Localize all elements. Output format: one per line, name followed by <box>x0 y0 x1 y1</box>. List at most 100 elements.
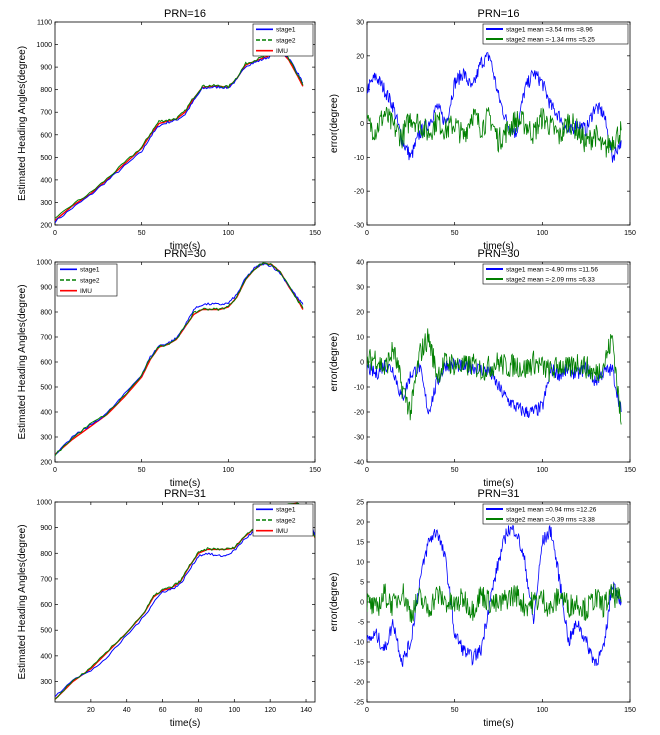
x-tick-label: 40 <box>123 707 131 714</box>
y-tick-label: 15 <box>356 540 364 547</box>
y-tick-label: 0 <box>360 121 364 128</box>
y-tick-label: 0 <box>360 360 364 367</box>
x-axis-label: time(s) <box>483 241 514 252</box>
y-axis-label: error(degree) <box>329 573 340 632</box>
y-tick-label: 400 <box>40 177 52 184</box>
y-tick-label: 0 <box>360 600 364 607</box>
x-tick-label: 140 <box>300 707 312 714</box>
y-tick-label: 1000 <box>36 500 52 507</box>
x-tick-label: 150 <box>624 467 636 474</box>
series-line-stage1 <box>367 357 622 419</box>
chart-title: PRN=30 <box>478 248 520 260</box>
y-tick-label: 500 <box>40 628 52 635</box>
y-tick-label: 600 <box>40 602 52 609</box>
legend-label: stage2 <box>276 517 296 524</box>
y-tick-label: 1000 <box>36 42 52 49</box>
y-tick-label: 10 <box>356 335 364 342</box>
y-tick-label: -40 <box>354 460 364 467</box>
y-tick-label: 20 <box>356 520 364 527</box>
y-tick-label: 800 <box>40 87 52 94</box>
x-tick-label: 50 <box>451 230 459 237</box>
x-axis-label: time(s) <box>170 718 201 729</box>
plot-area <box>366 501 631 703</box>
legend-label: stage2 <box>80 277 100 284</box>
x-tick-label: 150 <box>624 707 636 714</box>
y-tick-label: 5 <box>360 580 364 587</box>
x-tick-label: 100 <box>222 467 234 474</box>
series-line-stage1 <box>367 52 622 163</box>
legend-label: stage1 mean =0.94 rms =12.26 <box>506 506 597 513</box>
y-tick-label: 700 <box>40 335 52 342</box>
chart-panel-3: PRN=30 time(s) Estimated Heading Angles(de… <box>17 248 321 489</box>
y-axis-label: Estimated Heading Angles(degree) <box>17 524 28 679</box>
legend-label: stage1 mean =-4.90 rms =11.56 <box>506 266 598 273</box>
x-tick-label: 0 <box>53 230 57 237</box>
y-tick-label: 1100 <box>37 20 52 27</box>
x-tick-label: 100 <box>536 467 548 474</box>
chart-title: PRN=31 <box>164 488 206 500</box>
y-tick-label: 700 <box>40 110 52 117</box>
y-tick-label: 20 <box>356 310 364 317</box>
x-tick-label: 100 <box>536 707 548 714</box>
y-tick-label: -20 <box>354 189 364 196</box>
x-tick-label: 150 <box>309 467 321 474</box>
y-axis-label: Estimated Heading Angles(degree) <box>17 46 28 201</box>
x-tick-label: 100 <box>222 230 234 237</box>
y-tick-label: 1000 <box>36 260 52 267</box>
y-tick-label: -30 <box>354 435 364 442</box>
legend-label: stage2 <box>276 37 296 44</box>
y-tick-label: 700 <box>40 576 52 583</box>
y-axis-label: error(degree) <box>329 94 340 153</box>
y-tick-label: 300 <box>40 200 52 207</box>
x-tick-label: 20 <box>87 707 95 714</box>
y-tick-label: 20 <box>356 53 364 60</box>
y-axis-label: error(degree) <box>329 333 340 392</box>
legend-label: stage2 mean =-1.34 rms =5.25 <box>506 36 595 43</box>
x-tick-label: 80 <box>195 707 203 714</box>
y-tick-label: 30 <box>356 285 364 292</box>
legend: stage1 stage2 IMU <box>252 503 314 537</box>
x-tick-label: 0 <box>365 467 369 474</box>
y-tick-label: 900 <box>40 285 52 292</box>
legend-box <box>482 503 629 525</box>
series-line-stage2 <box>55 262 304 457</box>
y-tick-label: 600 <box>40 360 52 367</box>
y-tick-label: 200 <box>40 460 52 467</box>
x-axis-label: time(s) <box>170 241 201 252</box>
y-tick-label: 10 <box>356 560 364 567</box>
legend: stage1 mean =-4.90 rms =11.56 stage2 mean… <box>482 263 629 285</box>
x-tick-label: 100 <box>536 230 548 237</box>
y-tick-label: -10 <box>354 640 364 647</box>
legend: stage1 mean =3.54 rms =8.96 stage2 mean =… <box>482 23 629 45</box>
series-line-stage2 <box>367 583 622 624</box>
chart-panel-5: PRN=31 time(s) Estimated Heading Angles(de… <box>17 488 316 729</box>
y-tick-label: -10 <box>354 385 364 392</box>
chart-title: PRN=16 <box>164 8 206 20</box>
chart-title: PRN=30 <box>164 248 206 260</box>
series-line-stage2 <box>367 328 622 425</box>
chart-panel-1: PRN=16 time(s) Estimated Heading Angles(de… <box>17 8 321 252</box>
y-tick-label: 600 <box>40 132 52 139</box>
x-axis-label: time(s) <box>483 478 514 489</box>
legend-label: stage1 <box>276 27 296 34</box>
y-tick-label: -20 <box>354 680 364 687</box>
y-tick-label: -5 <box>358 620 364 627</box>
y-tick-label: -30 <box>354 223 364 230</box>
y-tick-label: 40 <box>356 260 364 267</box>
x-axis-label: time(s) <box>170 478 201 489</box>
legend: stage1 mean =0.94 rms =12.26 stage2 mean … <box>482 503 629 525</box>
chart-title: PRN=31 <box>478 488 520 500</box>
y-tick-label: -10 <box>354 155 364 162</box>
x-tick-label: 150 <box>624 230 636 237</box>
y-tick-label: 800 <box>40 310 52 317</box>
x-tick-label: 0 <box>365 707 369 714</box>
series-line-stage1 <box>367 524 622 667</box>
y-tick-label: 500 <box>40 155 52 162</box>
legend-label: stage2 mean =-0.39 rms =3.38 <box>506 516 595 523</box>
y-tick-label: 900 <box>40 525 52 532</box>
y-tick-label: 30 <box>356 20 364 27</box>
y-tick-label: 200 <box>40 223 52 230</box>
